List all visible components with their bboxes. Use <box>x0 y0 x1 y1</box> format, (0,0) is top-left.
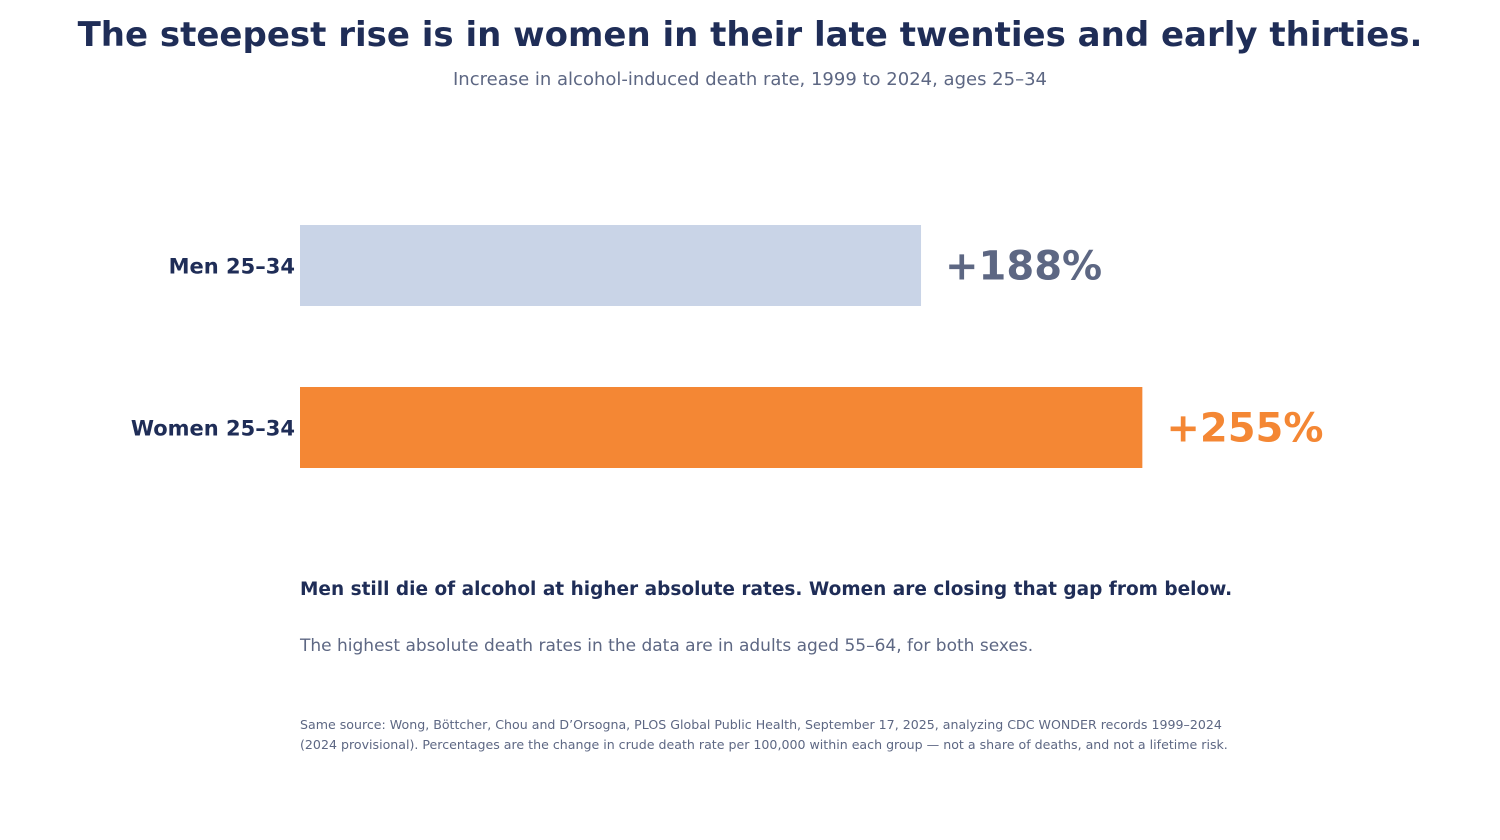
source-line-2: (2024 provisional). Percentages are the … <box>300 737 1228 752</box>
source-note: Same source: Wong, Böttcher, Chou and D’… <box>300 715 1300 755</box>
source-line-1: Same source: Wong, Böttcher, Chou and D’… <box>300 717 1222 732</box>
bar-chart: Men 25–34 +188% Women 25–34 +255% <box>131 225 1323 468</box>
chart-title: The steepest rise is in women in their l… <box>77 15 1423 55</box>
takeaway-text: Men still die of alcohol at higher absol… <box>300 579 1233 600</box>
category-label-men: Men 25–34 <box>169 255 295 279</box>
category-label-women: Women 25–34 <box>131 417 295 441</box>
bar-men <box>300 225 922 306</box>
value-label-women: +255% <box>1166 406 1323 452</box>
value-label-men: +188% <box>945 244 1102 290</box>
note-text: The highest absolute death rates in the … <box>300 636 1034 656</box>
bar-women <box>300 387 1143 468</box>
chart-subtitle: Increase in alcohol-induced death rate, … <box>453 69 1047 90</box>
